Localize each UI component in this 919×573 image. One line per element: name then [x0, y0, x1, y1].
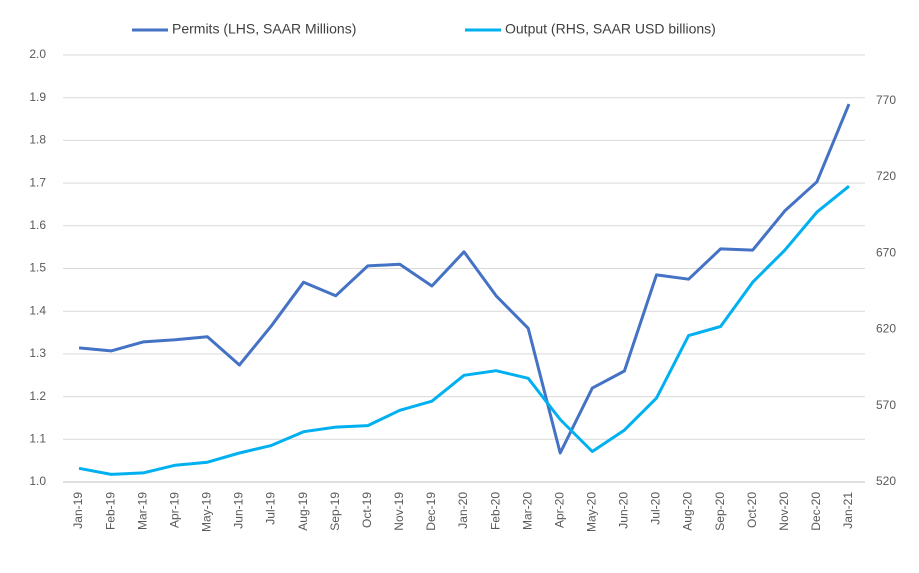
y2-tick-label: 770 — [876, 93, 896, 107]
y-tick-label: 1.7 — [29, 175, 46, 189]
x-tick-label: Jun-20 — [617, 492, 631, 529]
x-tick-label: May-20 — [584, 492, 598, 532]
y2-tick-label: 720 — [876, 169, 896, 183]
y-tick-label: 1.2 — [29, 389, 46, 403]
y2-tick-label: 520 — [876, 474, 896, 488]
x-tick-label: Dec-19 — [424, 492, 438, 531]
x-tick-label: Dec-20 — [809, 492, 823, 531]
x-tick-label: Apr-19 — [167, 492, 181, 528]
series-line — [78, 185, 850, 476]
x-tick-label: Nov-20 — [777, 492, 791, 531]
y-tick-label: 1.0 — [29, 474, 46, 488]
x-tick-label: Apr-20 — [552, 492, 566, 528]
y2-tick-label: 620 — [876, 322, 896, 336]
legend-label: Permits (LHS, SAAR Millions) — [172, 21, 356, 37]
x-tick-label: Jan-20 — [456, 492, 470, 529]
x-tick-label: Oct-19 — [360, 492, 374, 528]
y-tick-label: 1.9 — [29, 90, 46, 104]
y-tick-label: 1.8 — [29, 133, 46, 147]
x-tick-label: Aug-19 — [296, 492, 310, 531]
x-tick-label: Feb-20 — [488, 492, 502, 530]
y-tick-label: 1.3 — [29, 346, 46, 360]
x-tick-label: Jul-20 — [649, 492, 663, 525]
y-tick-label: 1.6 — [29, 218, 46, 232]
x-tick-label: Oct-20 — [745, 492, 759, 528]
y-tick-label: 1.1 — [29, 431, 46, 445]
y2-tick-label: 670 — [876, 245, 896, 259]
x-tick-label: Jun-19 — [232, 492, 246, 529]
y-tick-label: 1.5 — [29, 261, 46, 275]
y-tick-label: 2.0 — [29, 47, 46, 61]
x-tick-label: May-19 — [200, 492, 214, 532]
y-tick-label: 1.4 — [29, 303, 46, 317]
x-tick-label: Sep-19 — [328, 492, 342, 531]
x-tick-label: Aug-20 — [681, 492, 695, 531]
x-tick-label: Sep-20 — [713, 492, 727, 531]
legend-label: Output (RHS, SAAR USD billions) — [505, 21, 716, 37]
x-tick-label: Jan-19 — [71, 492, 85, 529]
y2-tick-label: 570 — [876, 398, 896, 412]
x-tick-label: Nov-19 — [392, 492, 406, 531]
x-tick-label: Mar-19 — [135, 492, 149, 530]
x-tick-label: Mar-20 — [520, 492, 534, 530]
x-tick-label: Feb-19 — [103, 492, 117, 530]
x-tick-label: Jul-19 — [264, 492, 278, 525]
series-line — [78, 103, 851, 455]
x-tick-label: Jan-21 — [841, 492, 855, 529]
